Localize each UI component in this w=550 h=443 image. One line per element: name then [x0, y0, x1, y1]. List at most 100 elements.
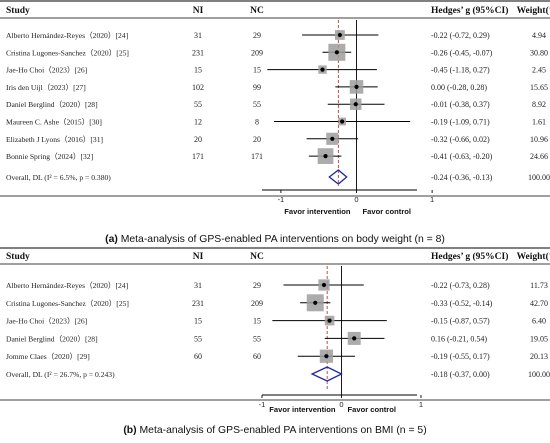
study-hedges-g: -0.19 (-1.09, 0.71) — [431, 118, 490, 127]
point-estimate — [321, 282, 327, 288]
study-label: Maureen C. Ashe（2015）[30] — [6, 118, 102, 127]
study-hedges-g: -0.33 (-0.52, -0.14) — [431, 299, 493, 308]
study-weight: 11.73 — [530, 281, 548, 290]
study-label: Cristina Lugones-Sanchez（2020）[25] — [6, 299, 129, 308]
study-nc: 99 — [253, 83, 261, 92]
study-hedges-g: -0.01 (-0.38, 0.37) — [431, 100, 490, 109]
favor-right-label: Favor control — [363, 207, 412, 216]
header-weight: Weight(%) — [517, 251, 550, 262]
study-nc: 171 — [251, 152, 263, 161]
study-label: Alberto Hernández-Reyes（2020）[24] — [6, 31, 128, 40]
favor-right-label: Favor control — [347, 405, 396, 414]
study-ni: 55 — [194, 100, 202, 109]
study-hedges-g: -0.32 (-0.66, 0.02) — [431, 135, 490, 144]
study-hedges-g: -0.41 (-0.63, -0.20) — [431, 152, 493, 161]
study-weight: 24.66 — [530, 152, 548, 161]
point-estimate — [354, 84, 359, 89]
overall-hedges-g: -0.24 (-0.36, -0.13) — [431, 173, 493, 182]
study-hedges-g: 0.00 (-0.28, 0.28) — [431, 83, 487, 92]
study-label: Daniel Berglind（2020）[28] — [6, 100, 98, 109]
header-ni: NI — [193, 6, 204, 16]
point-estimate — [313, 300, 318, 305]
header-weight: Weight(%) — [517, 5, 550, 16]
x-tick-label: -1 — [278, 195, 285, 204]
point-estimate — [327, 318, 332, 323]
study-ni: 102 — [192, 83, 204, 92]
x-tick-label: -1 — [259, 400, 266, 409]
overall-label: Overall, DL (I² = 6.5%, p = 0.380) — [6, 173, 111, 182]
caption-a: (a) Meta-analysis of GPS-enabled PA inte… — [105, 234, 445, 245]
study-nc: 8 — [255, 118, 259, 127]
study-weight: 2.45 — [532, 66, 546, 75]
study-ni: 55 — [194, 334, 202, 343]
x-tick-label: 1 — [419, 400, 423, 409]
study-ni: 31 — [194, 281, 202, 290]
study-label: Jae-Ho Choi（2023）[26] — [6, 66, 87, 75]
overall-weight: 100.00 — [528, 370, 550, 379]
study-hedges-g: -0.45 (-1.18, 0.27) — [431, 66, 490, 75]
study-ni: 15 — [194, 317, 202, 326]
study-weight: 42.70 — [530, 299, 548, 308]
favor-left-label: Favor intervention — [269, 405, 336, 414]
study-nc: 29 — [253, 31, 261, 40]
study-weight: 20.13 — [530, 352, 548, 361]
study-hedges-g: 0.16 (-0.21, 0.54) — [431, 334, 487, 343]
study-ni: 231 — [192, 48, 204, 57]
header-nc: NC — [250, 6, 264, 16]
study-hedges-g: -0.19 (-0.55, 0.17) — [431, 352, 490, 361]
study-ni: 171 — [192, 152, 204, 161]
point-estimate — [324, 354, 329, 359]
header-hedges-g: Hedges’ g (95%CI) — [431, 5, 508, 16]
point-estimate — [352, 336, 357, 341]
point-estimate — [340, 119, 345, 124]
study-ni: 60 — [194, 352, 202, 361]
study-hedges-g: -0.15 (-0.87, 0.57) — [431, 317, 490, 326]
study-weight: 1.61 — [532, 118, 546, 127]
study-nc: 29 — [253, 281, 261, 290]
study-nc: 209 — [251, 48, 263, 57]
overall-diamond — [328, 169, 348, 185]
study-weight: 19.05 — [530, 334, 548, 343]
study-weight: 10.96 — [530, 135, 548, 144]
header-ni: NI — [193, 252, 204, 262]
study-hedges-g: -0.22 (-0.72, 0.29) — [431, 31, 490, 40]
header-study: Study — [6, 252, 30, 262]
study-nc: 60 — [253, 352, 261, 361]
overall-weight: 100.00 — [528, 173, 550, 182]
study-hedges-g: -0.22 (-0.73, 0.28) — [431, 281, 490, 290]
study-nc: 15 — [253, 317, 261, 326]
study-nc: 209 — [251, 299, 263, 308]
study-weight: 15.65 — [530, 83, 548, 92]
point-estimate — [330, 136, 335, 141]
study-nc: 15 — [253, 66, 261, 75]
x-tick-label: 0 — [354, 195, 358, 204]
study-ni: 15 — [194, 66, 202, 75]
caption-b: (b) Meta-analysis of GPS-enabled PA inte… — [123, 425, 427, 436]
study-label: Iris den Uijl（2023）[27] — [6, 83, 86, 92]
point-estimate — [320, 67, 325, 72]
favor-left-label: Favor intervention — [284, 207, 351, 216]
study-nc: 55 — [253, 334, 261, 343]
study-label: Jae-Ho Choi（2023）[26] — [6, 317, 87, 326]
x-tick-label: 1 — [430, 195, 434, 204]
study-label: Alberto Hernández-Reyes（2020）[24] — [6, 281, 128, 290]
study-weight: 6.40 — [532, 317, 546, 326]
study-ni: 20 — [194, 135, 202, 144]
study-label: Bonnie Spring（2024）[32] — [6, 152, 93, 161]
point-estimate — [323, 154, 328, 159]
x-tick-label: 0 — [339, 400, 343, 409]
overall-diamond — [310, 366, 343, 382]
point-estimate — [334, 50, 339, 55]
study-label: Daniel Berglind（2020）[28] — [6, 334, 98, 343]
study-weight: 8.92 — [532, 100, 546, 109]
study-weight: 4.94 — [532, 31, 546, 40]
header-hedges-g: Hedges’ g (95%CI) — [431, 251, 508, 262]
study-nc: 20 — [253, 135, 261, 144]
point-estimate — [353, 102, 358, 107]
study-label: Cristina Lugones-Sanchez（2020）[25] — [6, 48, 129, 57]
study-weight: 30.80 — [530, 48, 548, 57]
header-nc: NC — [250, 252, 264, 262]
study-ni: 12 — [194, 118, 202, 127]
study-nc: 55 — [253, 100, 261, 109]
study-hedges-g: -0.26 (-0.45, -0.07) — [431, 48, 493, 57]
